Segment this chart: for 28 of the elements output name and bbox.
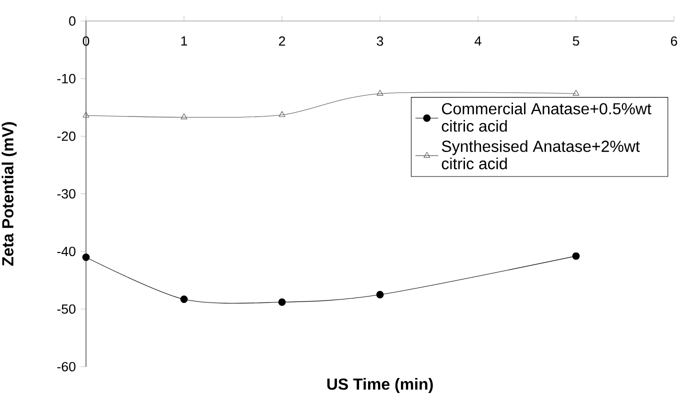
legend-label: Synthesised Anatase+2%wt citric acid [442, 140, 640, 170]
x-tick-label: 6 [670, 36, 678, 46]
y-tick-label: -40 [57, 246, 76, 256]
x-tick-label: 0 [82, 36, 90, 46]
x-tick-label: 3 [376, 36, 384, 46]
legend-label: Commercial Anatase+0.5%wt citric acid [442, 102, 652, 132]
x-tick-label: 4 [474, 36, 482, 46]
point [82, 253, 90, 261]
x-axis-title: US Time (min) [327, 378, 433, 393]
point [180, 296, 188, 303]
y-tick-label: 0 [69, 16, 76, 26]
y-tick-label: -30 [57, 189, 76, 199]
y-tick-label: -10 [57, 74, 76, 84]
y-tick-label: -60 [57, 362, 76, 372]
x-tick-label: 2 [278, 36, 286, 46]
point [572, 252, 580, 260]
point [278, 298, 286, 306]
y-axis-title: Zeta Potential (mV) [2, 122, 17, 266]
point [278, 111, 286, 117]
point [180, 113, 188, 120]
x-tick-label: 1 [181, 36, 188, 46]
x-tick-label: 5 [572, 36, 580, 46]
y-tick-label: -20 [57, 132, 76, 141]
point [82, 112, 90, 118]
point [376, 90, 384, 96]
point [572, 90, 580, 96]
y-tick-label: -50 [57, 304, 76, 314]
point [376, 290, 384, 298]
